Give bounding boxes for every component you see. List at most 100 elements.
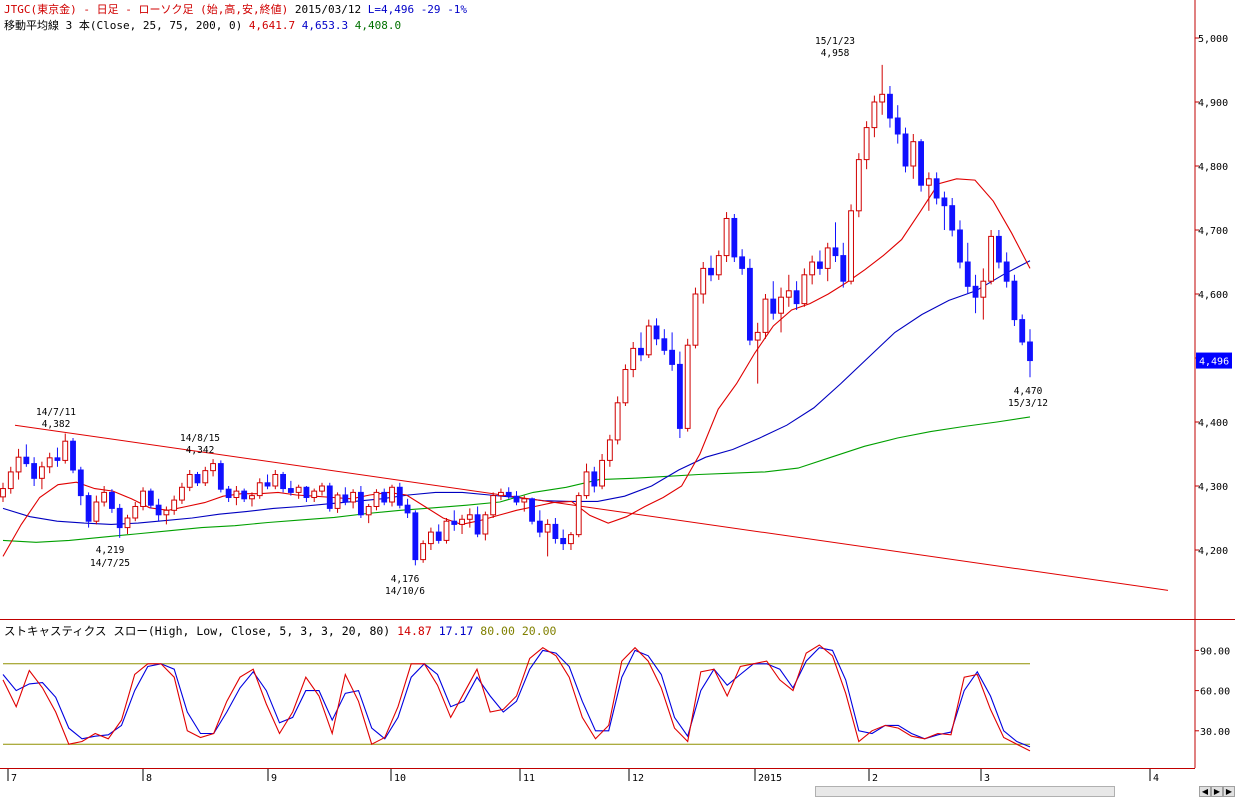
trendline-layer [14, 424, 1169, 591]
candle-body [498, 491, 504, 497]
candle-body [155, 504, 162, 516]
price-tick-label: 5,000 [1198, 34, 1228, 45]
candle-body [217, 463, 224, 490]
date-tick-label: 12 [632, 773, 644, 784]
candle-body [23, 456, 30, 465]
candle-body [342, 494, 349, 503]
candle-body [824, 247, 831, 269]
candle-body [443, 520, 450, 541]
candle-body [568, 534, 574, 545]
stoch-upper-value: 80.00 [480, 624, 515, 638]
ma200-value: 4,408.0 [354, 19, 402, 32]
annotation-value: 4,382 [42, 419, 71, 430]
candle-body [957, 229, 963, 263]
chart-header: JTGC(東京金) - 日足 - ローソク足 (始,高,安,終値) 2015/0… [4, 3, 467, 17]
candle-body [599, 459, 605, 487]
candle-body [817, 261, 823, 269]
last-price-label: 4,496 [1199, 357, 1229, 368]
candle-body [435, 531, 442, 541]
annotation-date: 14/8/15 [180, 433, 220, 444]
candle-body [451, 520, 458, 525]
candle-body [995, 235, 1002, 263]
candle-body [575, 495, 582, 536]
date-tick-label: 4 [1153, 773, 1159, 784]
candle-body [93, 501, 100, 522]
candle-body [731, 217, 738, 258]
candle-body [77, 469, 84, 497]
candle-body [669, 349, 676, 365]
candle-body [770, 298, 777, 314]
annotation-layer: 14/7/114,382 14/7/25 4,219 14/8/154,342 14/1… [36, 36, 1048, 597]
candle-body [832, 247, 839, 257]
candle-body [373, 491, 380, 507]
candle-body [109, 491, 115, 509]
candle-body [101, 491, 108, 503]
candle-body [536, 520, 543, 533]
candle-body [544, 523, 551, 533]
candle-body [801, 274, 808, 305]
date-tick-label: 2015 [758, 773, 782, 784]
candle-body [350, 491, 357, 503]
candle-body [809, 261, 816, 276]
date-tick-label: 8 [146, 773, 152, 784]
scroll-end-icon[interactable]: ▶ [1223, 786, 1235, 797]
horizontal-scrollbar[interactable] [815, 786, 1115, 797]
candle-body [980, 280, 987, 298]
stoch-header: ストキャスティクス スロー(High, Low, Close, 5, 3, 3,… [4, 624, 556, 638]
candle-body [793, 290, 800, 305]
stoch-d-value: 17.17 [438, 624, 474, 638]
annotation-value: 4,470 [1014, 386, 1043, 397]
candle-body [700, 267, 707, 295]
candle-body [303, 486, 310, 499]
candle-body [972, 285, 979, 298]
candle-body [645, 325, 652, 356]
candle-body [147, 490, 154, 506]
candle-body [249, 495, 255, 500]
stoch-tick-label: 90.00 [1200, 646, 1230, 657]
annotation-date: 15/3/12 [1008, 398, 1048, 409]
header-date: 2015/03/12 [294, 3, 362, 16]
candle-body [894, 117, 901, 135]
candle-body [420, 543, 427, 561]
candle-body [357, 491, 364, 516]
header-change: -29 [420, 3, 441, 16]
date-tick-label: 2 [872, 773, 878, 784]
candle-body [171, 499, 178, 511]
candle-body [194, 473, 201, 484]
candle-body [988, 235, 995, 282]
candle-body [785, 290, 792, 298]
candle-body [933, 178, 940, 199]
scroll-right-icon[interactable]: ▶ [1211, 786, 1223, 797]
candle-body [902, 133, 909, 167]
date-tick-label: 9 [271, 773, 277, 784]
ma75-line [2, 260, 1031, 525]
candle-body [326, 485, 333, 509]
candle-body [692, 293, 699, 346]
trendline [14, 424, 1169, 591]
candle-body [614, 402, 621, 441]
last-price-box [1196, 352, 1232, 369]
price-tick-label: 4,900 [1198, 98, 1228, 109]
candle-body [7, 471, 14, 490]
candle-body [280, 473, 287, 490]
ma25-value: 4,641.7 [248, 19, 296, 32]
candle-body [295, 486, 302, 493]
candle-body [311, 490, 318, 499]
candle-body [529, 498, 535, 522]
candle-body [918, 141, 924, 186]
candle-body [653, 325, 660, 340]
candle-body [428, 531, 434, 545]
candle-body [638, 347, 644, 356]
annotation-date: 15/1/23 [815, 36, 855, 47]
stoch-tick-label: 30.00 [1200, 727, 1230, 738]
candle-body [723, 217, 730, 257]
candle-body [54, 457, 61, 461]
scroll-left-icon[interactable]: ◀ [1199, 786, 1211, 797]
candle-body [474, 514, 481, 535]
date-tick-label: 3 [984, 773, 990, 784]
candle-body [715, 255, 722, 276]
candle-body [365, 505, 372, 516]
header-last: L=4,496 [367, 3, 415, 16]
candle-body [552, 523, 559, 539]
